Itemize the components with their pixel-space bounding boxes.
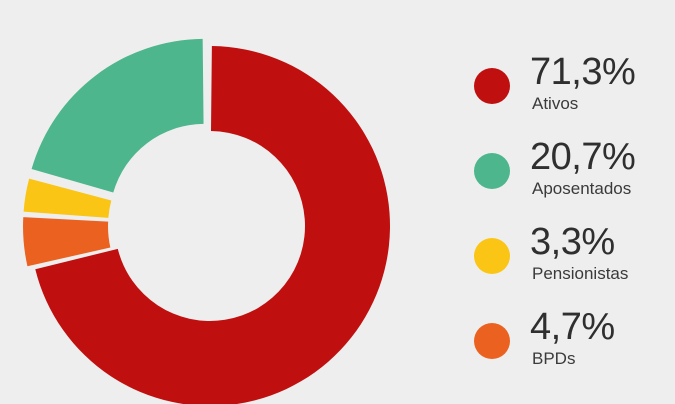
legend-label-aposentados: Aposentados	[532, 179, 632, 198]
legend-label-bpds: BPDs	[532, 349, 576, 368]
slice-aposentados	[31, 38, 204, 193]
legend-label-pensionistas: Pensionistas	[532, 264, 629, 283]
slice-bpds	[23, 217, 111, 267]
legend-item-pensionistas: 3,3% Pensionistas	[474, 222, 674, 307]
legend-value-pensionistas: 3,3%	[530, 221, 615, 263]
legend-value-aposentados: 20,7%	[530, 136, 636, 178]
legend-dot-pensionistas	[474, 238, 510, 274]
legend-value-bpds: 4,7%	[530, 306, 615, 348]
legend-value-ativos: 71,3%	[530, 51, 636, 93]
legend-label-ativos: Ativos	[532, 94, 579, 113]
donut-chart	[23, 38, 390, 404]
legend-dot-bpds	[474, 323, 510, 359]
slice-pensionistas	[23, 178, 112, 218]
legend-dot-aposentados	[474, 153, 510, 189]
legend-item-bpds: 4,7% BPDs	[474, 307, 674, 392]
legend-item-aposentados: 20,7% Aposentados	[474, 137, 674, 222]
slice-ativos	[35, 46, 390, 404]
legend: 71,3% Ativos 20,7% Aposentados 3,3% Pens…	[474, 52, 674, 392]
legend-dot-ativos	[474, 68, 510, 104]
legend-item-ativos: 71,3% Ativos	[474, 52, 674, 137]
